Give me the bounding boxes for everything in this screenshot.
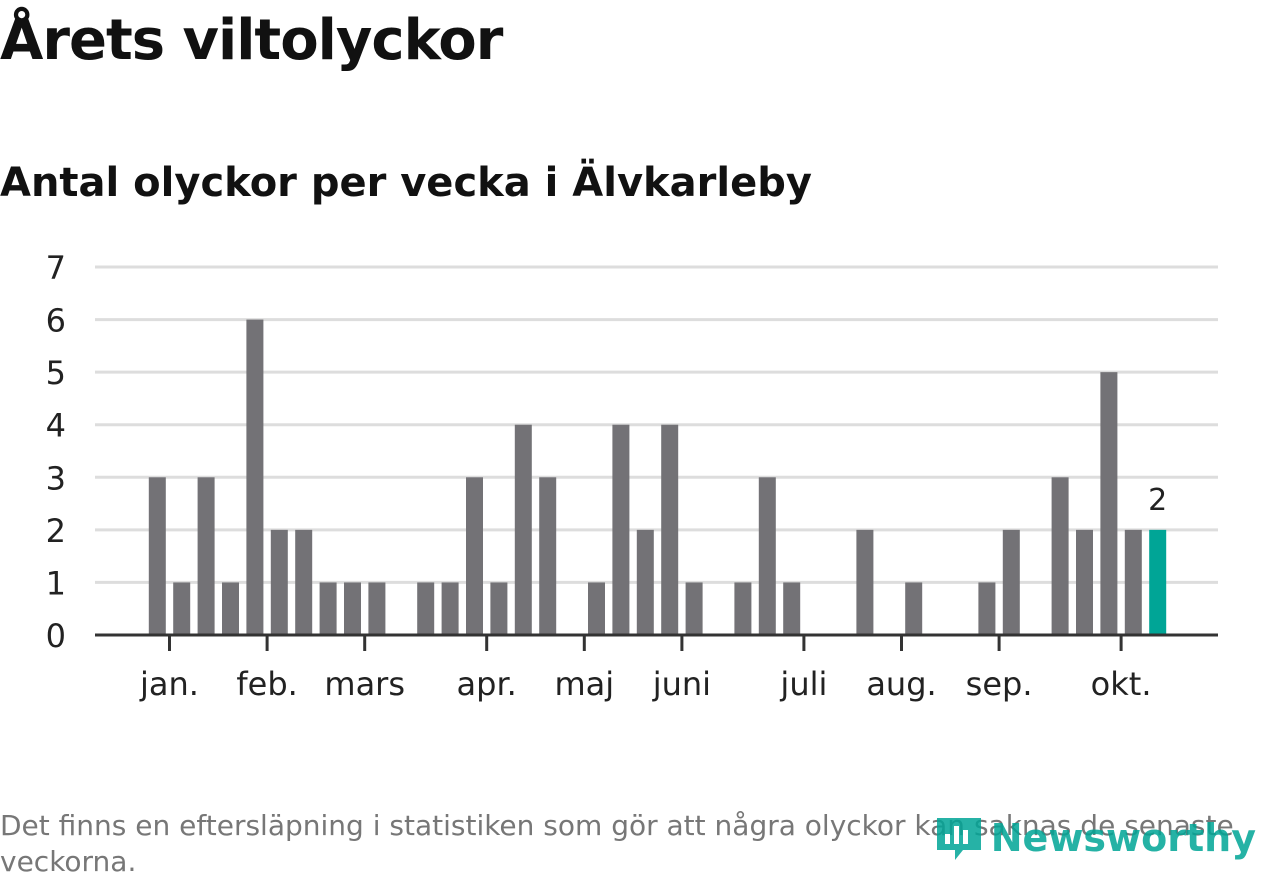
bar <box>148 477 166 635</box>
bar <box>1124 529 1142 635</box>
bar <box>368 582 386 635</box>
y-tick-label: 5 <box>46 354 66 392</box>
bar <box>344 582 361 635</box>
chart-subtitle: Antal olyckor per vecka i Älvkarleby <box>0 160 812 206</box>
bar <box>295 529 313 635</box>
bar <box>197 477 215 635</box>
y-tick-label: 4 <box>46 407 66 445</box>
bar <box>1051 477 1069 635</box>
bar <box>441 582 459 635</box>
y-tick-label: 1 <box>46 564 66 602</box>
bar <box>514 424 532 635</box>
bar <box>222 582 239 635</box>
footnote: Det finns en eftersläpning i statistiken… <box>0 809 1234 878</box>
x-tick-label: aug. <box>866 665 936 703</box>
x-tick-label: sep. <box>966 665 1033 703</box>
bar <box>1100 372 1118 635</box>
bar <box>783 582 801 635</box>
x-tick-label: jan. <box>139 665 199 703</box>
x-tick-label: juli <box>779 665 827 703</box>
x-tick-label: juni <box>652 665 711 703</box>
bar <box>588 582 605 635</box>
y-tick-label: 3 <box>46 459 66 497</box>
x-tick-label: okt. <box>1091 665 1152 703</box>
bar <box>417 582 435 635</box>
bar <box>319 582 337 635</box>
newsworthy-logo-icon <box>936 818 981 860</box>
bar <box>490 582 508 635</box>
x-tick-label: maj <box>554 665 614 703</box>
bar <box>173 582 191 635</box>
bar <box>612 424 630 635</box>
x-tick-label: apr. <box>457 665 517 703</box>
bar <box>758 477 776 635</box>
x-tick-label: feb. <box>236 665 297 703</box>
brand-name: Newsworthy <box>990 816 1256 860</box>
bar <box>270 529 288 635</box>
y-tick-label: 2 <box>46 512 66 550</box>
chart-title: Årets viltolyckor <box>0 8 503 73</box>
y-tick-label: 0 <box>46 617 66 655</box>
bar <box>905 582 923 635</box>
bar <box>856 529 874 635</box>
bar <box>978 582 996 635</box>
y-tick-label: 7 <box>46 249 66 287</box>
highlight-bar <box>1149 529 1167 635</box>
bar <box>246 319 264 635</box>
bar <box>1076 529 1093 635</box>
data-label: 2 <box>1148 483 1167 518</box>
x-tick-label: mars <box>324 665 405 703</box>
bar-chart: 0 1 2 3 4 5 6 7 2 jan. feb. mars apr. maj juni juli aug.… <box>46 249 1218 703</box>
brand-logo: Newsworthy <box>933 812 1256 864</box>
bar <box>466 477 483 635</box>
y-tick-label: 6 <box>46 302 66 340</box>
bar <box>661 424 679 635</box>
bar <box>734 582 752 635</box>
bar <box>685 582 703 635</box>
bar <box>539 477 557 635</box>
bar <box>1002 529 1020 635</box>
bar <box>636 529 654 635</box>
